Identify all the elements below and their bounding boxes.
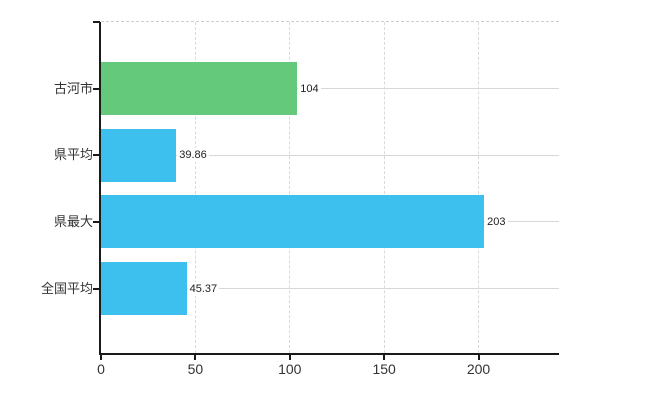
- bar-value-label-0: 104: [298, 81, 321, 96]
- bar-value-label-1: 39.86: [177, 148, 209, 162]
- gridline-vertical-150: [383, 22, 385, 353]
- x-axis-tick-label-50: 50: [187, 361, 204, 377]
- gridline-vertical-200: [478, 22, 479, 353]
- x-axis-tick-100: [288, 355, 291, 360]
- y-axis-label-1: 県平均: [53, 147, 93, 162]
- x-axis-tick-150: [383, 355, 386, 360]
- x-axis-tick-label-0: 0: [97, 361, 105, 377]
- y-axis-top-tick: [93, 21, 100, 23]
- y-axis-label-0: 古河市: [53, 80, 93, 96]
- y-axis-line: [99, 22, 101, 354]
- gridline-horizontal-0: [101, 88, 559, 89]
- gridline-horizontal-3: [101, 288, 559, 289]
- y-axis-tick-0: [93, 87, 100, 90]
- y-axis-tick-1: [93, 154, 100, 156]
- y-axis-label-2: 県最大: [53, 213, 93, 229]
- y-axis-tick-3: [93, 287, 100, 290]
- plot-top-border: [101, 21, 559, 22]
- x-axis-tick-50: [194, 355, 197, 360]
- x-axis-tick-label-100: 100: [278, 361, 302, 377]
- x-axis-tick-0: [100, 355, 102, 360]
- x-axis-tick-label-200: 200: [466, 361, 491, 377]
- bar-3: [101, 262, 187, 315]
- gridline-horizontal-1: [101, 154, 559, 156]
- gridline-vertical-50: [194, 22, 196, 353]
- y-axis-label-3: 全国平均: [40, 280, 93, 296]
- bar-1: [101, 128, 177, 182]
- y-axis-tick-2: [93, 220, 100, 223]
- x-axis-tick-200: [477, 355, 480, 360]
- plot-area: 104 39.86 203 45.37: [101, 21, 559, 353]
- bar-value-label-3: 45.37: [187, 281, 220, 296]
- gridline-vertical-100: [289, 22, 291, 353]
- x-axis-tick-label-150: 150: [372, 361, 396, 377]
- bar-0: [101, 62, 298, 115]
- bar-value-label-2: 203: [485, 214, 508, 229]
- x-axis-line: [99, 353, 559, 355]
- bar-2: [101, 195, 485, 248]
